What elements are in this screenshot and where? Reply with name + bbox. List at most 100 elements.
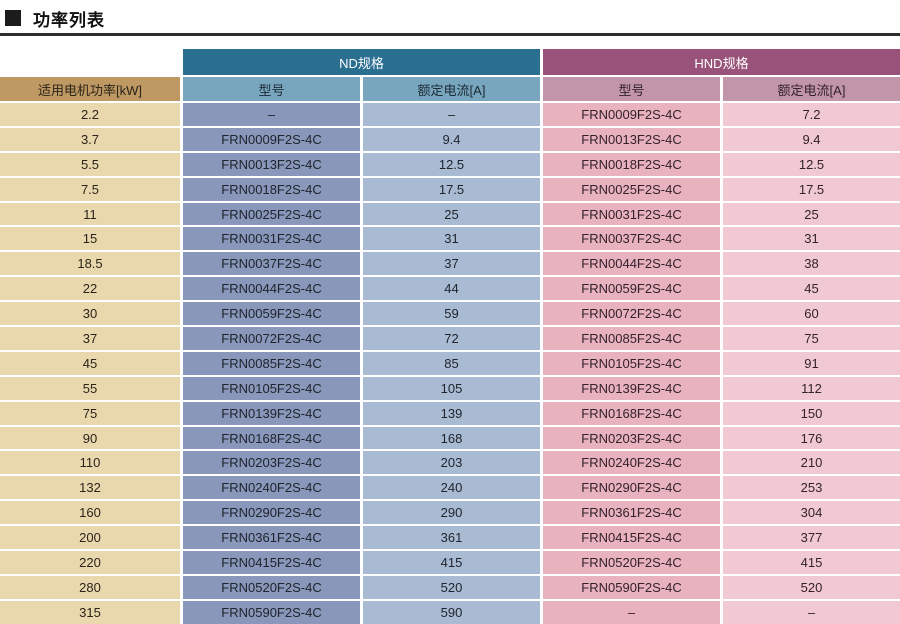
motor-power-cell: 200 — [0, 526, 180, 550]
hnd-rated-current-cell: 210 — [723, 451, 900, 475]
nd-rated-current-cell: – — [363, 103, 540, 126]
motor-power-cell: 7.5 — [0, 177, 180, 201]
motor-power-cell: 18.5 — [0, 252, 180, 276]
hnd-rated-current-cell: 304 — [723, 501, 900, 525]
nd-model-cell: FRN0590F2S-4C — [183, 600, 360, 624]
nd-model-cell: FRN0009F2S-4C — [183, 127, 360, 151]
nd-rated-current-cell: 85 — [363, 351, 540, 375]
motor-power-cell: 220 — [0, 551, 180, 574]
motor-power-cell: 280 — [0, 575, 180, 599]
nd-rated-current-cell: 37 — [363, 252, 540, 276]
nd-model-cell: FRN0139F2S-4C — [183, 401, 360, 425]
nd-rated-current-cell: 31 — [363, 227, 540, 251]
nd-rated-current-column-header: 额定电流[A] — [363, 77, 540, 101]
nd-model-cell: – — [183, 103, 360, 126]
nd-model-cell: FRN0105F2S-4C — [183, 376, 360, 400]
hnd-model-column-header: 型号 — [543, 77, 720, 101]
motor-power-cell: 132 — [0, 476, 180, 500]
hnd-rated-current-cell: 75 — [723, 327, 900, 350]
motor-power-cell: 3.7 — [0, 127, 180, 151]
nd-rated-current-cell: 105 — [363, 376, 540, 400]
hnd-model-cell: FRN0105F2S-4C — [543, 351, 720, 375]
hnd-model-cell: FRN0013F2S-4C — [543, 127, 720, 151]
nd-model-cell: FRN0203F2S-4C — [183, 451, 360, 475]
table-corner-spacer — [0, 49, 180, 75]
nd-rated-current-cell: 44 — [363, 277, 540, 301]
hnd-model-cell: FRN0520F2S-4C — [543, 551, 720, 574]
hnd-model-cell: FRN0290F2S-4C — [543, 476, 720, 500]
nd-rated-current-cell: 590 — [363, 600, 540, 624]
hnd-model-cell: FRN0168F2S-4C — [543, 401, 720, 425]
hnd-model-cell: FRN0018F2S-4C — [543, 152, 720, 176]
nd-model-cell: FRN0031F2S-4C — [183, 227, 360, 251]
hnd-rated-current-cell: 9.4 — [723, 127, 900, 151]
hnd-model-cell: FRN0031F2S-4C — [543, 202, 720, 226]
hnd-rated-current-cell: 91 — [723, 351, 900, 375]
nd-rated-current-cell: 240 — [363, 476, 540, 500]
nd-model-cell: FRN0290F2S-4C — [183, 501, 360, 525]
power-spec-table: ND规格 HND规格 适用电机功率[kW] 型号 额定电流[A] 型号 额定电流… — [0, 49, 900, 624]
hnd-model-cell: FRN0139F2S-4C — [543, 376, 720, 400]
hnd-rated-current-cell: – — [723, 600, 900, 624]
motor-power-cell: 160 — [0, 501, 180, 525]
hnd-rated-current-cell: 520 — [723, 575, 900, 599]
nd-rated-current-cell: 17.5 — [363, 177, 540, 201]
nd-rated-current-cell: 203 — [363, 451, 540, 475]
nd-rated-current-cell: 72 — [363, 327, 540, 350]
hnd-rated-current-cell: 7.2 — [723, 103, 900, 126]
motor-power-cell: 45 — [0, 351, 180, 375]
hnd-rated-current-cell: 60 — [723, 302, 900, 326]
hnd-model-cell: FRN0590F2S-4C — [543, 575, 720, 599]
nd-rated-current-cell: 9.4 — [363, 127, 540, 151]
square-bullet-icon — [5, 10, 21, 26]
hnd-model-cell: FRN0037F2S-4C — [543, 227, 720, 251]
nd-model-cell: FRN0025F2S-4C — [183, 202, 360, 226]
hnd-model-cell: FRN0240F2S-4C — [543, 451, 720, 475]
hnd-rated-current-cell: 45 — [723, 277, 900, 301]
hnd-rated-current-cell: 25 — [723, 202, 900, 226]
motor-power-cell: 2.2 — [0, 103, 180, 126]
nd-model-cell: FRN0037F2S-4C — [183, 252, 360, 276]
nd-group-header: ND规格 — [183, 49, 540, 75]
motor-power-cell: 110 — [0, 451, 180, 475]
hnd-model-cell: FRN0203F2S-4C — [543, 426, 720, 450]
hnd-model-cell: FRN0361F2S-4C — [543, 501, 720, 525]
nd-model-cell: FRN0018F2S-4C — [183, 177, 360, 201]
hnd-rated-current-cell: 415 — [723, 551, 900, 574]
hnd-model-cell: FRN0009F2S-4C — [543, 103, 720, 126]
hnd-rated-current-cell: 38 — [723, 252, 900, 276]
hnd-rated-current-cell: 253 — [723, 476, 900, 500]
hnd-rated-current-cell: 176 — [723, 426, 900, 450]
hnd-model-cell: FRN0415F2S-4C — [543, 526, 720, 550]
nd-model-cell: FRN0520F2S-4C — [183, 575, 360, 599]
nd-model-cell: FRN0240F2S-4C — [183, 476, 360, 500]
hnd-rated-current-cell: 17.5 — [723, 177, 900, 201]
hnd-group-header: HND规格 — [543, 49, 900, 75]
nd-model-cell: FRN0059F2S-4C — [183, 302, 360, 326]
nd-model-cell: FRN0168F2S-4C — [183, 426, 360, 450]
motor-power-cell: 30 — [0, 302, 180, 326]
section-title-bar: 功率列表 — [0, 0, 900, 30]
motor-power-cell: 15 — [0, 227, 180, 251]
motor-power-cell: 5.5 — [0, 152, 180, 176]
motor-power-cell: 315 — [0, 600, 180, 624]
hnd-rated-current-cell: 31 — [723, 227, 900, 251]
nd-rated-current-cell: 415 — [363, 551, 540, 574]
nd-rated-current-cell: 59 — [363, 302, 540, 326]
title-divider — [0, 33, 900, 36]
hnd-rated-current-cell: 150 — [723, 401, 900, 425]
nd-rated-current-cell: 25 — [363, 202, 540, 226]
nd-rated-current-cell: 168 — [363, 426, 540, 450]
hnd-model-cell: FRN0072F2S-4C — [543, 302, 720, 326]
hnd-model-cell: FRN0044F2S-4C — [543, 252, 720, 276]
motor-power-cell: 22 — [0, 277, 180, 301]
motor-power-cell: 11 — [0, 202, 180, 226]
motor-power-cell: 90 — [0, 426, 180, 450]
hnd-model-cell: FRN0059F2S-4C — [543, 277, 720, 301]
nd-rated-current-cell: 361 — [363, 526, 540, 550]
motor-power-cell: 37 — [0, 327, 180, 350]
nd-model-cell: FRN0415F2S-4C — [183, 551, 360, 574]
hnd-rated-current-cell: 12.5 — [723, 152, 900, 176]
nd-model-cell: FRN0044F2S-4C — [183, 277, 360, 301]
hnd-rated-current-cell: 112 — [723, 376, 900, 400]
